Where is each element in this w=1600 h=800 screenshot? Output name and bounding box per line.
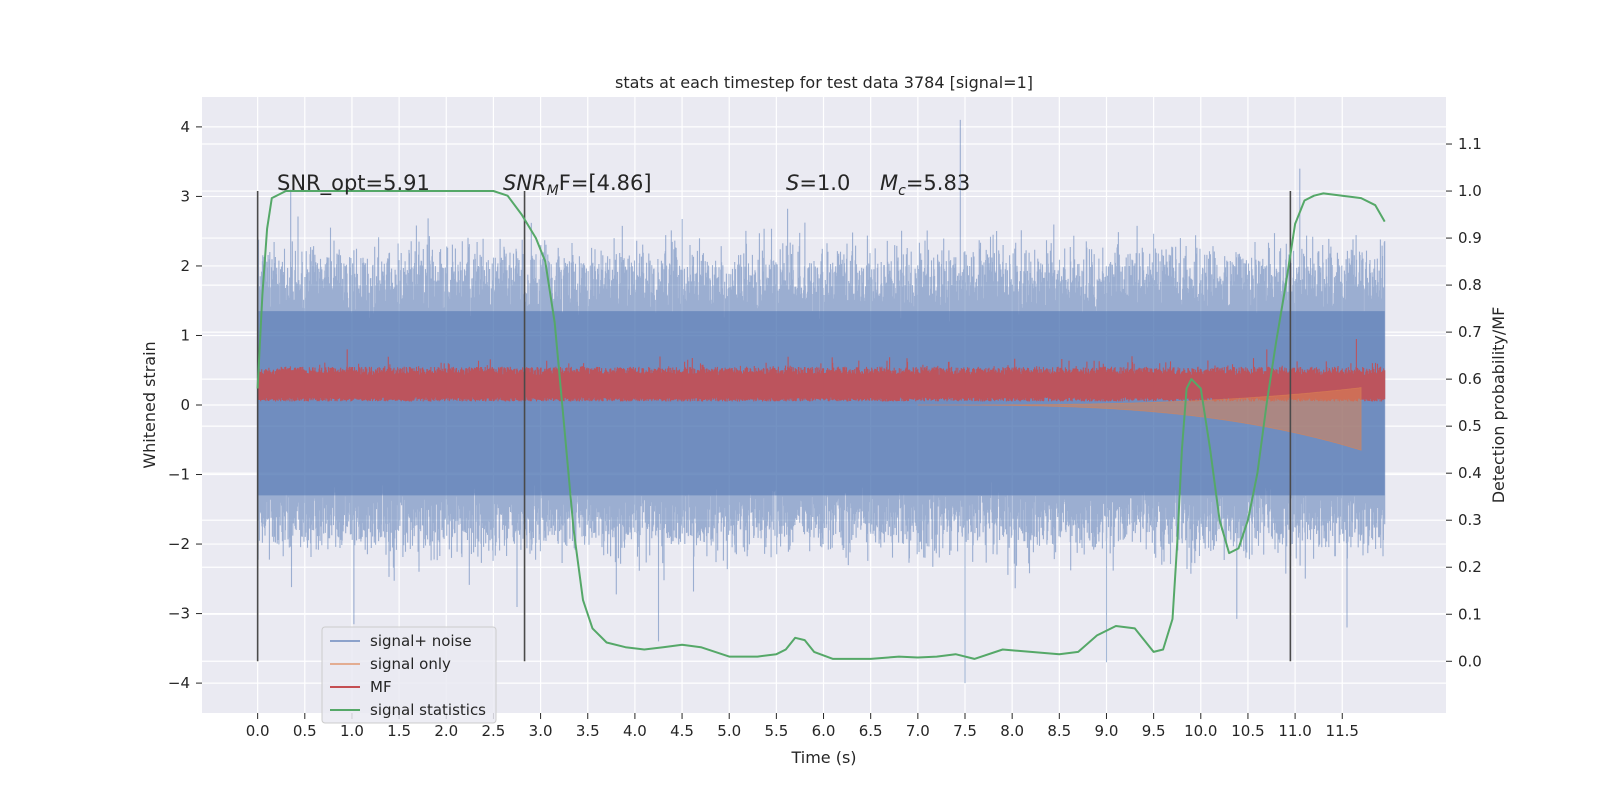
x-tick-label: 5.5 xyxy=(764,722,788,740)
x-tick-label: 5.0 xyxy=(717,722,741,740)
x-tick-label: 3.0 xyxy=(529,722,553,740)
y2-tick-label: 0.1 xyxy=(1458,605,1482,623)
y2-tick-label: 0.2 xyxy=(1458,558,1482,576)
signal-noise-core xyxy=(257,311,1385,496)
annotations: SNR_opt=5.91 SNRMF=[4.86] S=1.0 Mc=5.83 xyxy=(277,171,970,199)
y-tick-label: −2 xyxy=(168,535,190,553)
y2-tick-label: 0.9 xyxy=(1458,229,1482,247)
y2-tick-label: 0.8 xyxy=(1458,276,1482,294)
annotation-snr-mf-base: SNR xyxy=(503,171,547,195)
y-tick-label: 3 xyxy=(180,187,190,205)
chart-title: stats at each timestep for test data 378… xyxy=(615,73,1033,92)
legend-label: MF xyxy=(370,678,392,696)
x-tick-label: 2.5 xyxy=(482,722,506,740)
y-tick-label: −4 xyxy=(168,674,190,692)
x-tick-label: 10.5 xyxy=(1231,722,1264,740)
signal-only-trace xyxy=(917,387,1362,451)
y2-tick-label: 0.6 xyxy=(1458,370,1482,388)
x-tick-label: 9.0 xyxy=(1095,722,1119,740)
annotation-s-var: S xyxy=(786,171,799,195)
annotation-snr-mf-sub: M xyxy=(547,183,559,199)
x-tick-label: 2.0 xyxy=(434,722,458,740)
x-tick-label: 1.5 xyxy=(387,722,411,740)
y-tick-label: −3 xyxy=(168,605,190,623)
legend-label: signal statistics xyxy=(370,701,486,719)
x-tick-label: 8.0 xyxy=(1000,722,1024,740)
x-tick-label: 1.0 xyxy=(340,722,364,740)
x-tick-label: 4.0 xyxy=(623,722,647,740)
x-tick-label: 0.5 xyxy=(293,722,317,740)
y-tick-label: 1 xyxy=(180,326,190,344)
legend-label: signal only xyxy=(370,655,451,673)
legend-box xyxy=(321,626,497,724)
annotation-s: S=1.0 xyxy=(786,171,850,195)
y2-tick-label: 0.3 xyxy=(1458,511,1482,529)
x-tick-label: 11.5 xyxy=(1326,722,1359,740)
x-tick-label: 3.5 xyxy=(576,722,600,740)
y-tick-label: −1 xyxy=(168,466,190,484)
x-tick-label: 9.5 xyxy=(1142,722,1166,740)
series-signal-only xyxy=(917,387,1362,451)
annotation-snr-mf-rest: F=[4.86] xyxy=(559,171,652,195)
y-tick-label: 2 xyxy=(180,257,190,275)
legend-item: signal only xyxy=(330,655,451,673)
annotation-mc: Mc=5.83 xyxy=(880,171,970,199)
x-tick-label: 7.0 xyxy=(906,722,930,740)
legend-label: signal+ noise xyxy=(370,632,472,650)
signal-statistics-line xyxy=(256,190,1386,660)
y-tick-label: 0 xyxy=(180,396,190,414)
annotation-snr-mf: SNRMF=[4.86] xyxy=(503,171,652,199)
y-tick-label: 4 xyxy=(180,118,190,136)
x-tick-label: 11.0 xyxy=(1278,722,1311,740)
annotation-mc-var: M xyxy=(880,171,898,195)
x-axis-label: Time (s) xyxy=(790,748,856,767)
legend-item: signal statistics xyxy=(330,701,486,719)
y2-tick-label: 0.0 xyxy=(1458,652,1482,670)
annotation-mc-rest: =5.83 xyxy=(906,171,970,195)
annotation-s-rest: =1.0 xyxy=(799,171,850,195)
y2-tick-label: 0.5 xyxy=(1458,417,1482,435)
y2-tick-label: 1.1 xyxy=(1458,135,1482,153)
x-tick-label: 6.5 xyxy=(859,722,883,740)
legend-item: signal+ noise xyxy=(330,632,472,650)
y-axis-label: Whitened strain xyxy=(140,341,159,468)
legend-item: MF xyxy=(330,678,392,696)
x-tick-label: 6.0 xyxy=(812,722,836,740)
y2-tick-label: 0.4 xyxy=(1458,464,1482,482)
y2-tick-label: 0.7 xyxy=(1458,323,1482,341)
x-tick-label: 7.5 xyxy=(953,722,977,740)
x-tick-label: 8.5 xyxy=(1047,722,1071,740)
x-tick-label: 10.0 xyxy=(1184,722,1217,740)
annotation-snr-opt: SNR_opt=5.91 xyxy=(277,171,430,196)
annotation-mc-sub: c xyxy=(898,183,906,199)
y2-tick-label: 1.0 xyxy=(1458,182,1482,200)
y2-axis-label: Detection probability/MF xyxy=(1489,307,1508,504)
x-tick-label: 0.0 xyxy=(246,722,270,740)
x-tick-label: 4.5 xyxy=(670,722,694,740)
